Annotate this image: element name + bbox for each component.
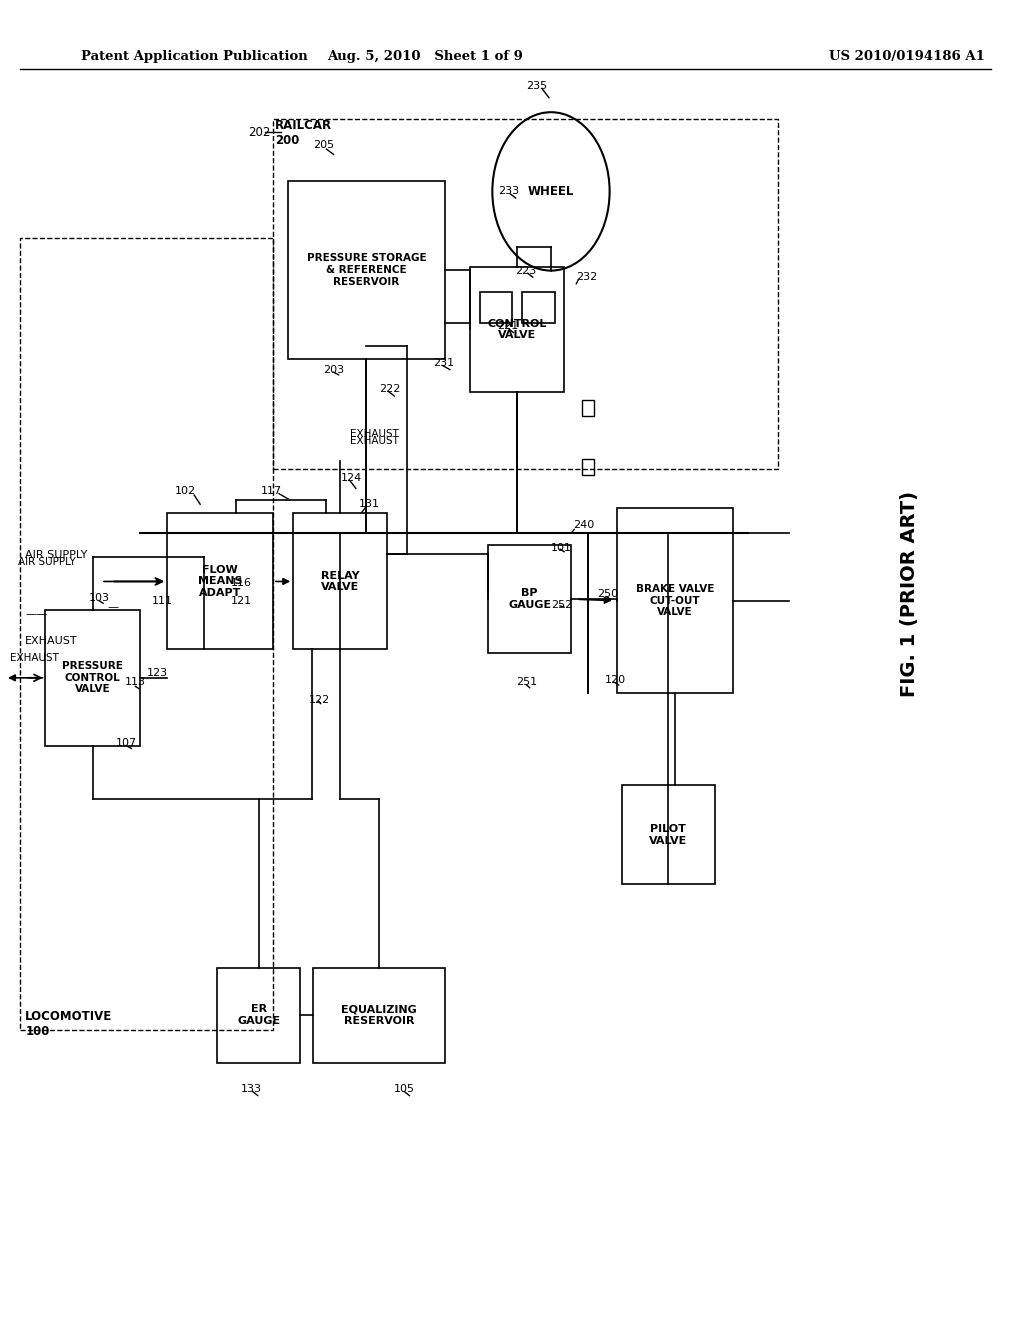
Text: EXHAUST: EXHAUST	[26, 636, 78, 645]
Text: 240: 240	[573, 520, 595, 531]
Text: Patent Application Publication: Patent Application Publication	[81, 50, 307, 63]
Text: US 2010/0194186 A1: US 2010/0194186 A1	[829, 50, 985, 63]
Text: 231: 231	[433, 358, 454, 368]
Bar	[470, 267, 564, 392]
Text: PRESSURE
CONTROL
VALVE: PRESSURE CONTROL VALVE	[62, 661, 123, 694]
Bar	[217, 968, 300, 1063]
Text: LOCOMOTIVE
100: LOCOMOTIVE 100	[26, 1010, 113, 1038]
Text: 123: 123	[146, 668, 168, 678]
Text: EQUALIZING
RESERVOIR: EQUALIZING RESERVOIR	[341, 1005, 417, 1026]
Text: 121: 121	[230, 595, 252, 606]
Text: 113: 113	[124, 677, 145, 688]
Text: EXHAUST: EXHAUST	[10, 653, 59, 663]
Text: 120: 120	[604, 675, 626, 685]
Bar	[522, 292, 555, 323]
Text: 101: 101	[551, 543, 572, 553]
Text: PILOT
VALVE: PILOT VALVE	[649, 824, 687, 846]
Text: 116: 116	[230, 578, 252, 589]
Text: —: —	[108, 602, 119, 612]
Text: CONTROL
VALVE: CONTROL VALVE	[487, 318, 547, 341]
Text: 250: 250	[597, 589, 618, 599]
Bar	[583, 459, 595, 475]
Bar	[273, 119, 778, 469]
Text: FLOW
MEANS
ADAPT: FLOW MEANS ADAPT	[198, 565, 242, 598]
Text: 124: 124	[341, 473, 361, 483]
Text: RAILCAR
200: RAILCAR 200	[275, 119, 332, 147]
Bar	[488, 545, 571, 653]
Text: 221: 221	[498, 321, 518, 331]
Bar	[583, 400, 595, 416]
Text: 235: 235	[525, 81, 547, 91]
Bar	[167, 513, 273, 649]
Text: 111: 111	[152, 595, 173, 606]
Text: AIR SUPPLY: AIR SUPPLY	[18, 557, 76, 566]
Bar	[616, 508, 733, 693]
Bar	[313, 968, 444, 1063]
Bar	[45, 610, 139, 746]
Text: PRESSURE STORAGE
& REFERENCE
RESERVOIR: PRESSURE STORAGE & REFERENCE RESERVOIR	[306, 253, 426, 286]
Text: ——: ——	[26, 610, 47, 619]
Text: 203: 203	[324, 364, 345, 375]
Text: ER
GAUGE: ER GAUGE	[238, 1005, 281, 1026]
Bar	[479, 292, 512, 323]
Bar	[20, 238, 273, 1030]
Text: EXHAUST: EXHAUST	[350, 436, 399, 446]
Text: 223: 223	[516, 265, 537, 276]
Text: 122: 122	[308, 694, 330, 705]
Text: 251: 251	[516, 677, 538, 688]
Text: 205: 205	[313, 140, 335, 150]
Text: 102: 102	[175, 486, 196, 496]
Text: 202: 202	[248, 125, 270, 139]
Text: 117: 117	[261, 486, 282, 496]
Bar	[288, 181, 444, 359]
Text: 107: 107	[117, 738, 137, 748]
Text: WHEEL: WHEEL	[527, 185, 574, 198]
Text: BP
GAUGE: BP GAUGE	[508, 589, 551, 610]
Text: 222: 222	[379, 384, 400, 395]
Text: 133: 133	[241, 1084, 261, 1094]
Text: Aug. 5, 2010   Sheet 1 of 9: Aug. 5, 2010 Sheet 1 of 9	[327, 50, 522, 63]
Text: 131: 131	[358, 499, 380, 510]
Text: 233: 233	[499, 186, 519, 197]
Text: 232: 232	[577, 272, 598, 282]
Bar	[293, 513, 387, 649]
Text: EXHAUST: EXHAUST	[350, 429, 399, 440]
Text: 103: 103	[89, 593, 110, 603]
Text: FIG. 1 (PRIOR ART): FIG. 1 (PRIOR ART)	[900, 491, 920, 697]
Text: AIR SUPPLY: AIR SUPPLY	[26, 550, 88, 560]
Bar	[622, 785, 715, 884]
Text: 252: 252	[551, 599, 572, 610]
Text: RELAY
VALVE: RELAY VALVE	[321, 570, 359, 593]
Text: 105: 105	[394, 1084, 416, 1094]
Text: BRAKE VALVE
CUT-OUT
VALVE: BRAKE VALVE CUT-OUT VALVE	[636, 583, 714, 618]
